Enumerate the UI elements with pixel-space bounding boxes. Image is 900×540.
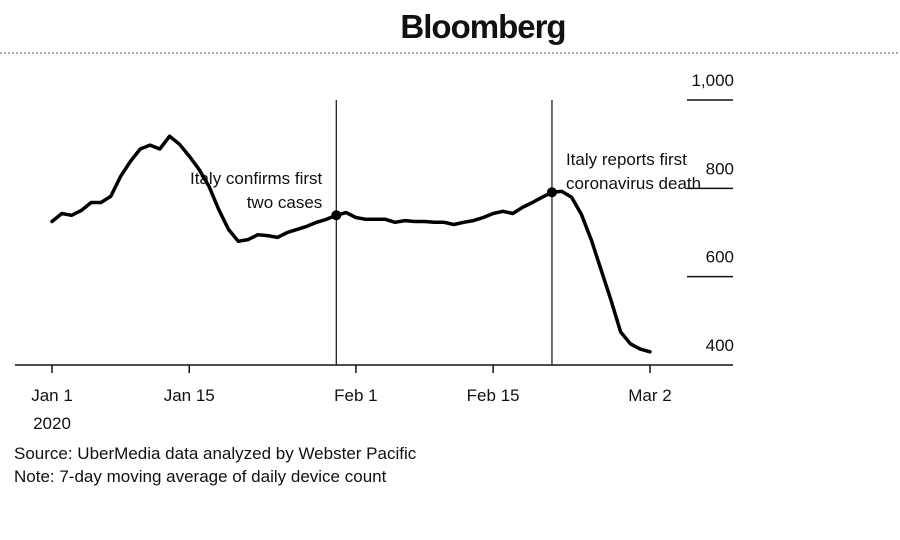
line [50,134,652,354]
annotation-text: coronavirus death [566,174,701,193]
x-tick-label: Feb 1 [334,386,377,405]
x-tick-label: Jan 15 [164,386,215,405]
annotation-text: Italy reports first [566,150,687,169]
annotation-text: Italy confirms first [190,169,323,188]
annotation-marker [331,210,342,221]
x-tick-label: Feb 15 [467,386,520,405]
y-tick-label: 600 [706,248,734,267]
y-tick-label: 400 [706,336,734,355]
y-tick-label: 1,000 [691,71,734,90]
x-tick-label: Jan 1 [31,386,73,405]
brand: Bloomberg [400,8,565,45]
x-tick-label: Mar 2 [628,386,671,405]
x-year-label: 2020 [33,414,71,433]
annotation-text: two cases [247,193,323,212]
y-tick-label: 800 [706,159,734,178]
source: Source: UberMedia data analyzed by Webst… [14,444,417,463]
annotation-marker [546,187,557,198]
note: Note: 7-day moving average of daily devi… [14,467,387,486]
